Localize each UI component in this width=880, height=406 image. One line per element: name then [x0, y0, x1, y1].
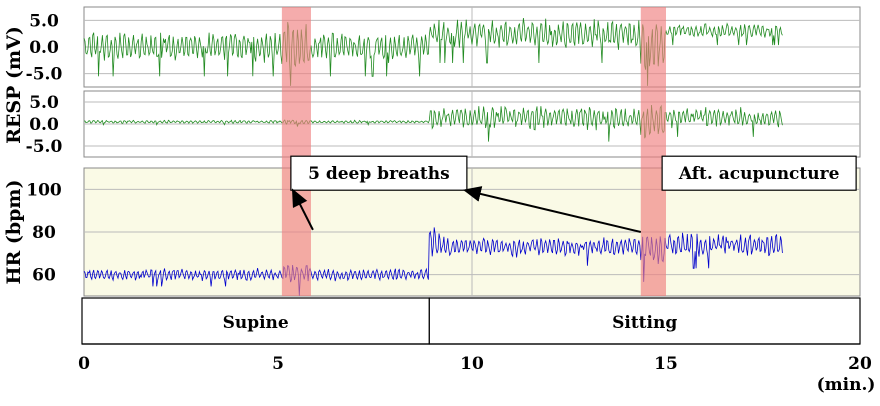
panel-resp1-tick-label: 0.0 [29, 38, 59, 58]
annotation-box [661, 155, 857, 191]
highlight-band [640, 7, 666, 296]
posture-label: Supine [223, 313, 289, 333]
annotation-label: 5 deep breaths [308, 164, 450, 184]
panel-resp2-tick-label: 0.0 [29, 115, 59, 135]
annotation-arrow [462, 186, 642, 233]
x-tick-label: 15 [654, 354, 678, 374]
x-tick-label: 5 [272, 354, 284, 374]
x-tick-label: 10 [460, 354, 484, 374]
annotation-arrow [291, 188, 314, 231]
panel-hr-ylabel: HR (bpm) [3, 179, 25, 284]
panel-resp1-tick-label: 5.0 [29, 11, 59, 31]
annotation-label: Aft. acupuncture [678, 164, 840, 184]
panel-resp2-tick-label: -5.0 [26, 137, 63, 157]
panel-hr-tick-label: 60 [32, 266, 56, 286]
highlight-band [281, 7, 311, 296]
x-tick-label: 0 [78, 354, 90, 374]
posture-label: Sitting [612, 313, 677, 333]
panel-resp1-ylabel: RESP (mV) [3, 26, 25, 144]
x-axis-label: (min.) [817, 375, 876, 395]
x-tick-label: 20 [848, 354, 872, 374]
panel-resp2-tick-label: 5.0 [29, 93, 59, 113]
panel-resp1-tick-label: -5.0 [26, 65, 63, 85]
posture-segment [81, 297, 430, 345]
panel-hr-tick-label: 80 [32, 223, 56, 243]
annotation-box [290, 155, 468, 191]
panel-hr-tick-label: 100 [26, 180, 62, 200]
